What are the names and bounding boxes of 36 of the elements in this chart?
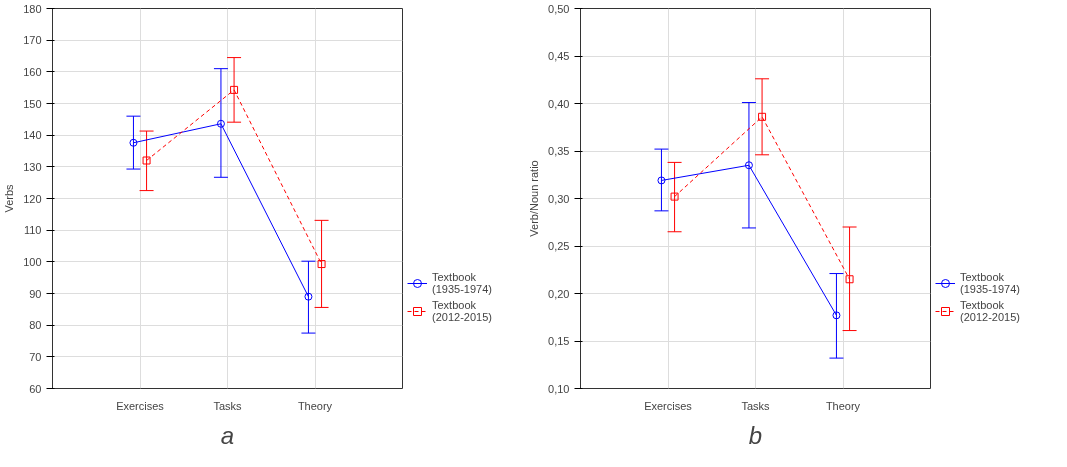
y-axis-title: Verb/Noun ratio xyxy=(528,160,541,237)
legend-label: Textbook (1935-1974) xyxy=(960,271,1020,295)
y-tick-label: 130 xyxy=(23,160,42,173)
y-tick-label: 80 xyxy=(29,319,42,332)
y-tick-label: 0,15 xyxy=(548,335,570,347)
y-tick-label: 100 xyxy=(23,255,42,268)
y-tick-label: 0,35 xyxy=(548,145,570,157)
x-tick-label: Exercises xyxy=(116,399,165,412)
y-tick-label: 0,20 xyxy=(548,287,570,300)
y-tick-label: 0,30 xyxy=(548,192,570,205)
y-tick-label: 180 xyxy=(23,2,42,15)
y-tick-label: 60 xyxy=(29,382,42,395)
text: b xyxy=(748,421,763,449)
y-tick-label: 120 xyxy=(23,192,42,205)
y-tick-label: 0,10 xyxy=(548,382,570,395)
y-tick-label: 170 xyxy=(23,34,42,47)
y-tick-label: 140 xyxy=(23,129,42,142)
x-tick-label: Exercises xyxy=(644,399,693,412)
y-tick-label: 0,50 xyxy=(548,2,570,15)
y-tick-label: 160 xyxy=(23,65,42,78)
legend-label: Textbook (1935-1974) xyxy=(432,271,492,295)
y-tick-label: 150 xyxy=(23,97,42,110)
text: a xyxy=(220,421,235,449)
y-tick-label: 0,40 xyxy=(548,97,570,110)
x-tick-label: Theory xyxy=(297,399,333,412)
x-tick-label: Tasks xyxy=(213,399,243,412)
y-tick-label: 0,25 xyxy=(548,240,570,252)
y-tick-label: 0,45 xyxy=(548,50,570,62)
legend-label: Textbook (2012-2015) xyxy=(960,299,1020,323)
y-axis-title: Verbs xyxy=(3,183,16,213)
legend-label: Textbook (2012-2015) xyxy=(432,299,492,323)
y-tick-label: 70 xyxy=(29,350,42,363)
x-tick-label: Tasks xyxy=(741,399,771,412)
x-tick-label: Theory xyxy=(825,399,861,412)
y-tick-label: 90 xyxy=(29,287,42,300)
y-tick-label: 110 xyxy=(23,224,42,237)
